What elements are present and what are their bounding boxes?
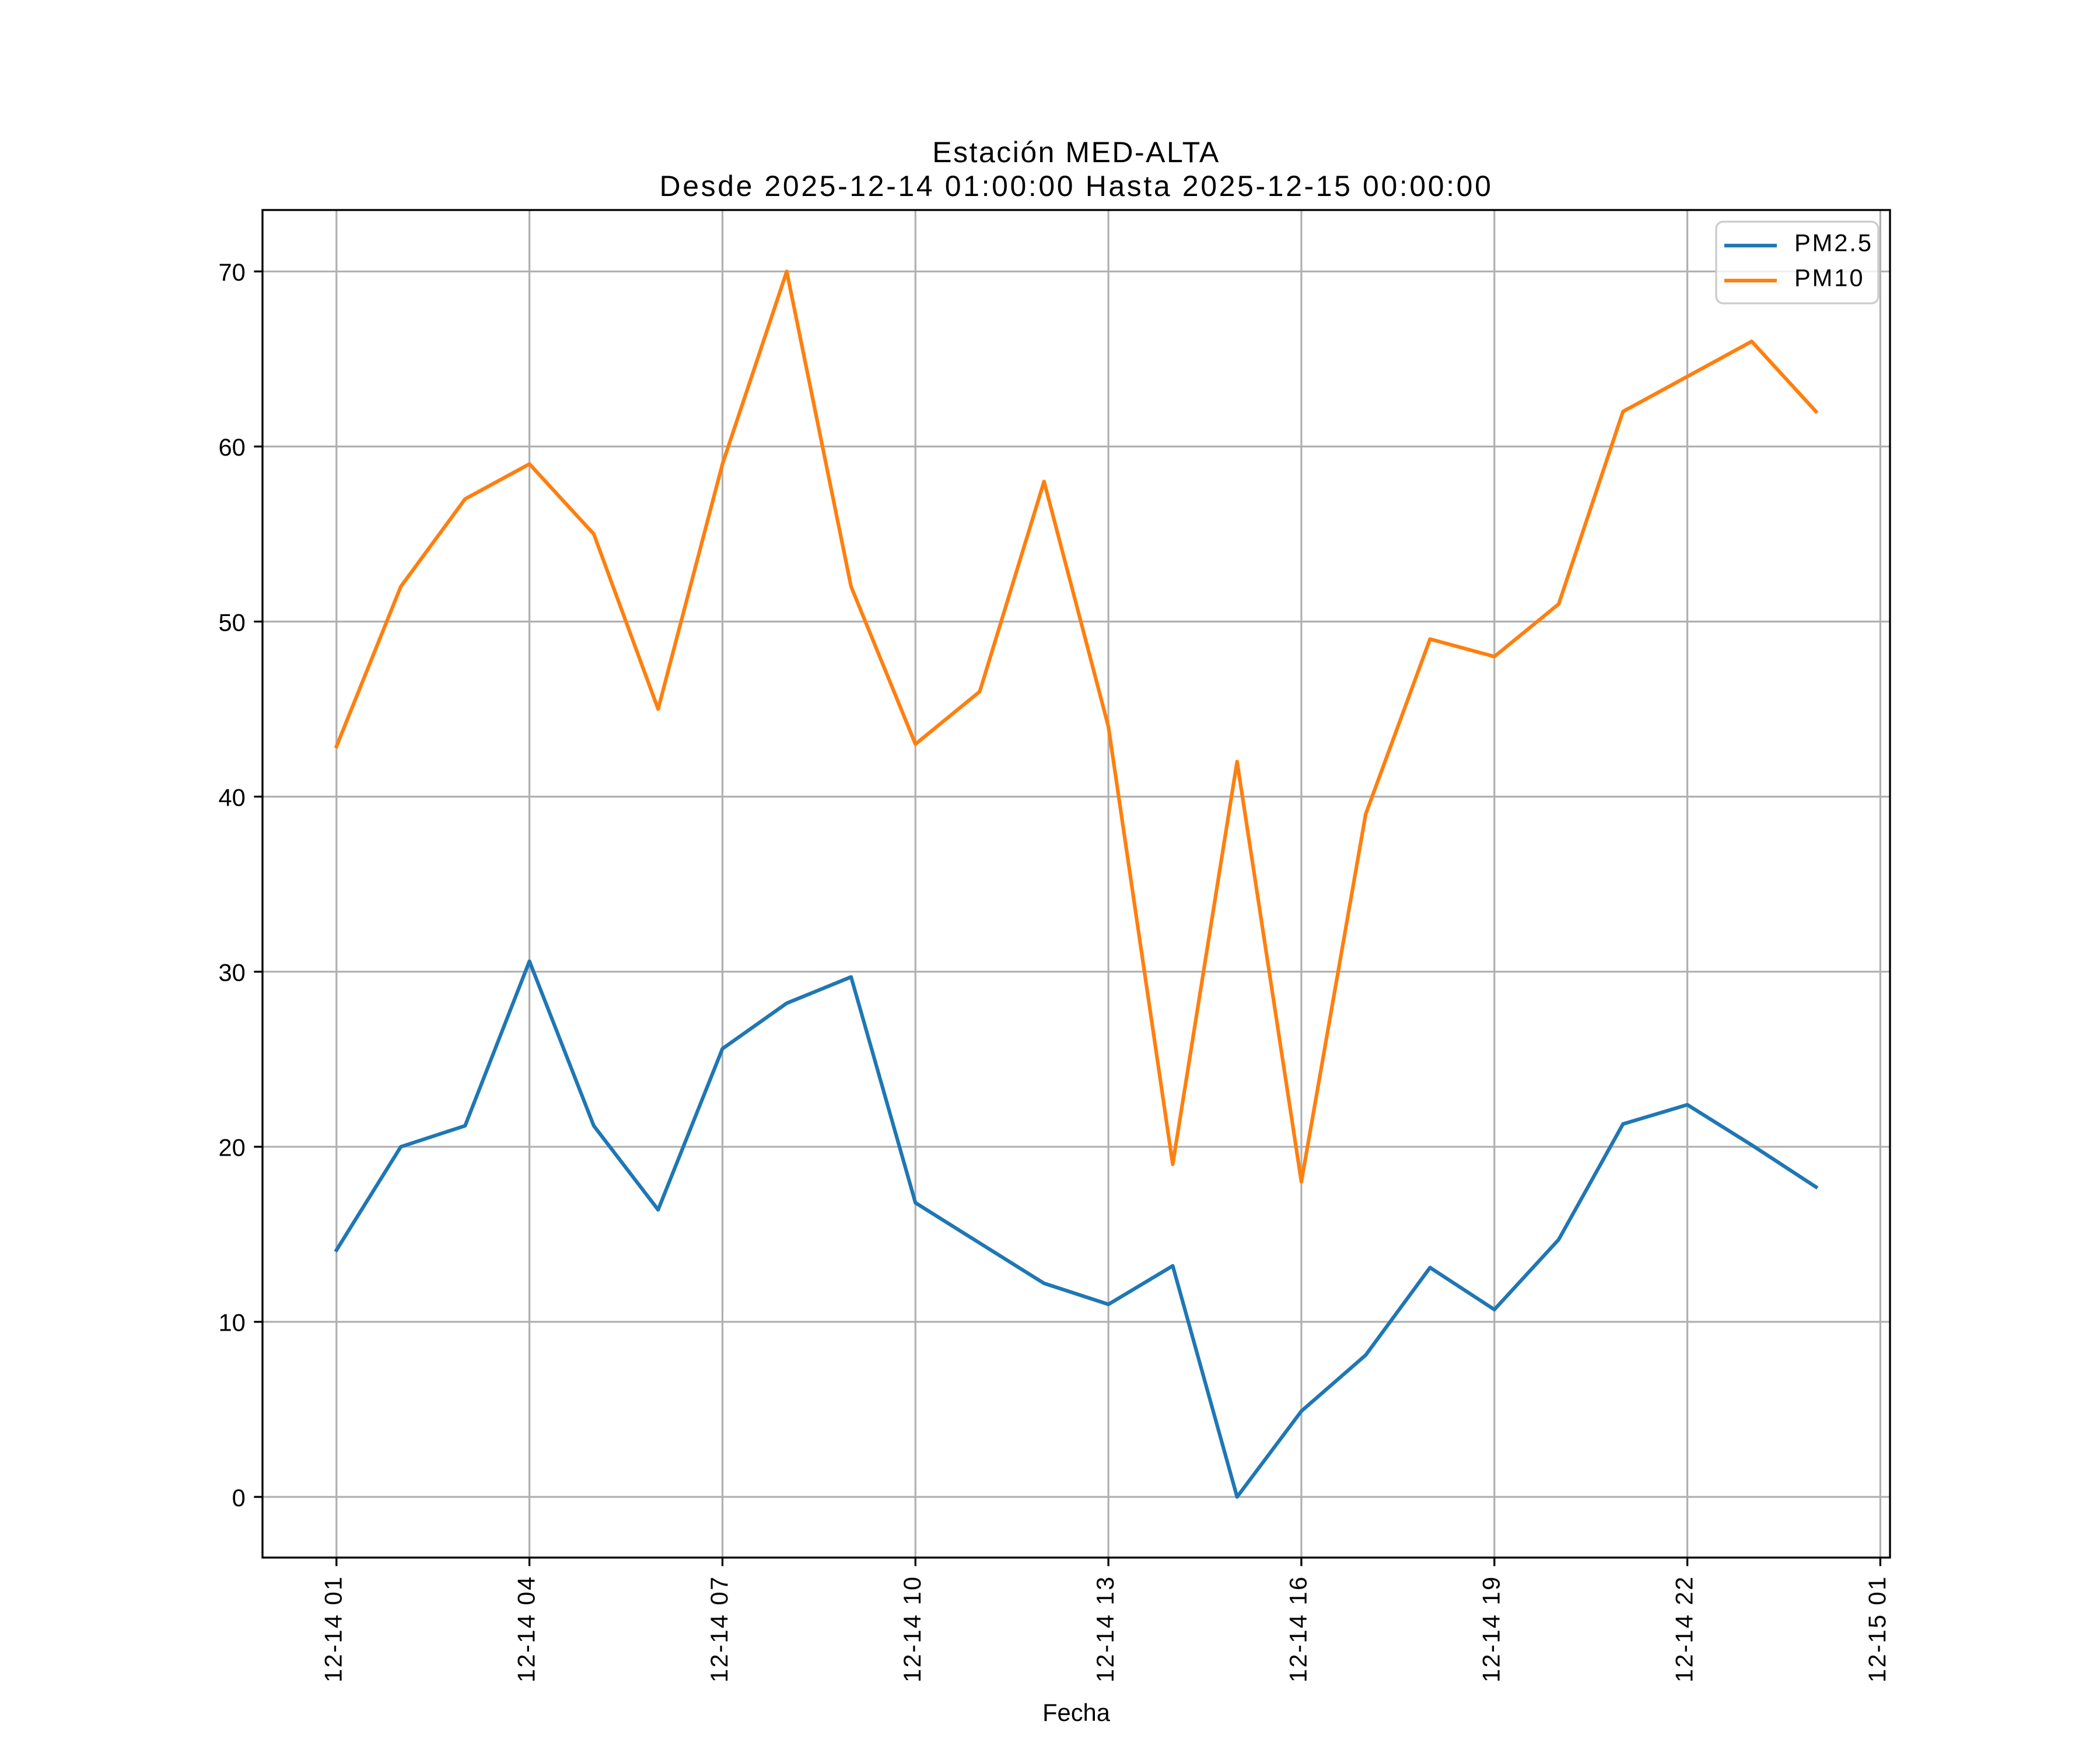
- svg-text:12-14 10: 12-14 10: [898, 1576, 926, 1683]
- svg-text:Desde 2025-12-14 01:00:00 Hast: Desde 2025-12-14 01:00:00 Hasta 2025-12-…: [660, 170, 1493, 202]
- svg-text:Fecha: Fecha: [1042, 1699, 1111, 1726]
- svg-text:12-14 07: 12-14 07: [705, 1576, 733, 1683]
- svg-text:0: 0: [232, 1484, 246, 1511]
- svg-text:12-14 13: 12-14 13: [1091, 1576, 1119, 1683]
- svg-text:30: 30: [218, 959, 245, 986]
- svg-text:10: 10: [218, 1309, 245, 1336]
- svg-text:12-14 16: 12-14 16: [1284, 1576, 1312, 1683]
- svg-text:Estación MED-ALTA: Estación MED-ALTA: [932, 136, 1220, 169]
- svg-text:12-14 19: 12-14 19: [1478, 1576, 1505, 1683]
- svg-text:PM10: PM10: [1794, 264, 1864, 292]
- svg-text:50: 50: [218, 608, 245, 636]
- svg-text:20: 20: [218, 1134, 245, 1161]
- svg-text:PM2.5: PM2.5: [1794, 229, 1873, 257]
- svg-text:70: 70: [218, 258, 245, 286]
- svg-text:60: 60: [218, 433, 245, 461]
- svg-text:12-14 22: 12-14 22: [1670, 1576, 1698, 1683]
- svg-text:12-14 01: 12-14 01: [320, 1576, 347, 1683]
- svg-text:12-15 01: 12-15 01: [1863, 1576, 1891, 1683]
- svg-text:40: 40: [218, 783, 245, 811]
- svg-text:12-14 04: 12-14 04: [512, 1576, 540, 1683]
